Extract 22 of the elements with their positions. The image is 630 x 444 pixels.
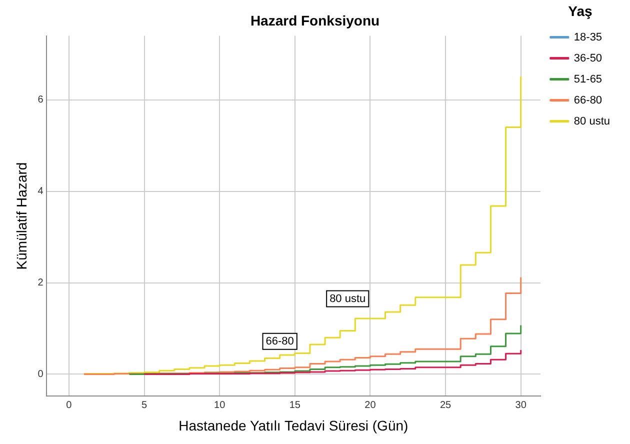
y-tick-label: 2 [38, 278, 44, 289]
x-tick-label: 10 [214, 400, 226, 411]
x-tick-label: 0 [66, 400, 72, 411]
chart-title: Hazard Fonksiyonu [250, 12, 380, 28]
legend-title: Yaş [568, 2, 592, 19]
x-axis-title: Hastanede Yatılı Tedavi Süresi (Gün) [178, 417, 408, 434]
x-tick-label: 5 [141, 400, 148, 411]
x-tick-label: 20 [364, 400, 376, 411]
y-tick-label: 0 [38, 368, 44, 380]
annotation: 80 ustu [330, 292, 366, 305]
y-tick-label: 4 [38, 186, 44, 198]
annotation: 66-80 [266, 335, 294, 348]
legend-label: 51-65 [574, 73, 602, 86]
x-tick-label: 25 [440, 400, 452, 411]
y-tick-label: 6 [38, 94, 44, 106]
legend-label: 80 ustu [574, 115, 610, 128]
legend-label: 18-35 [574, 31, 602, 44]
y-axis-title: Kümülatif Hazard [13, 162, 30, 270]
legend-label: 36-50 [574, 52, 602, 64]
x-tick-label: 30 [515, 400, 527, 411]
legend-label: 66-80 [574, 94, 602, 106]
x-tick-label: 15 [289, 400, 301, 411]
